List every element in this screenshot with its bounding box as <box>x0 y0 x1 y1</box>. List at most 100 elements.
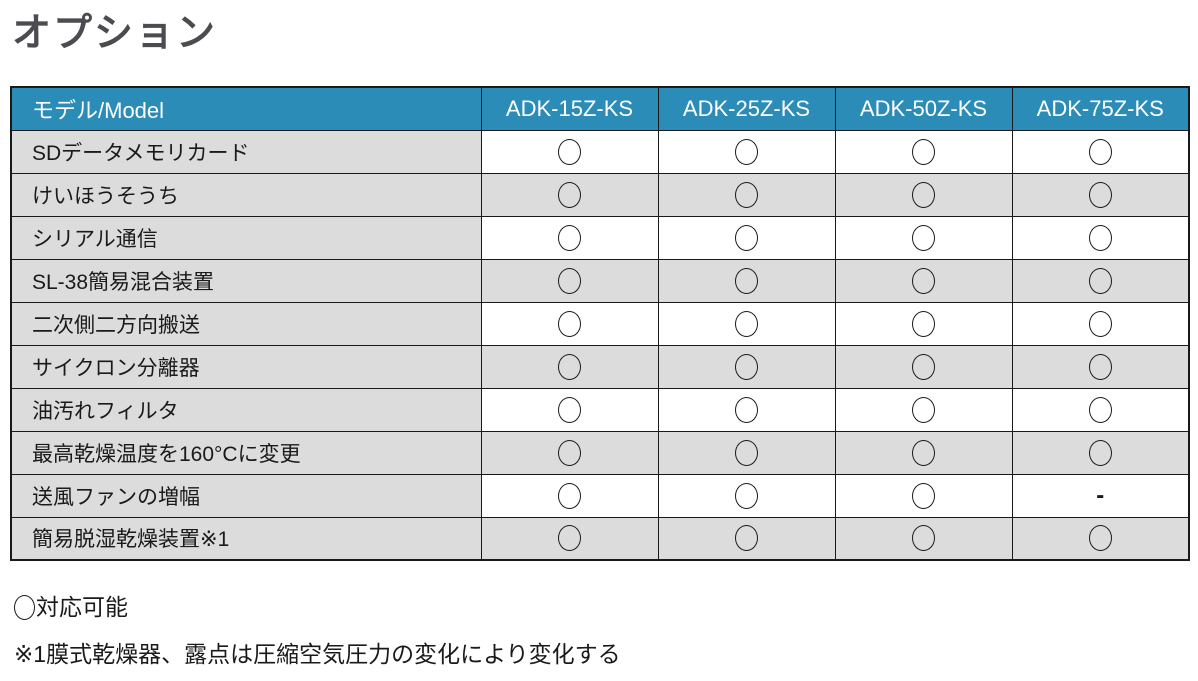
available-circle-icon <box>735 138 758 165</box>
option-label-cell: 油汚れフィルタ <box>10 387 482 432</box>
available-circle-icon <box>1088 439 1112 466</box>
available-circle-icon <box>1088 525 1112 552</box>
available-circle-icon <box>558 439 581 466</box>
availability-cell <box>480 344 659 389</box>
table-row: 最高乾燥温度を160°Cに変更 <box>10 430 1190 475</box>
note-line: 対応可能 <box>14 592 621 622</box>
available-circle-icon <box>735 267 758 294</box>
availability-cell <box>480 516 659 561</box>
availability-cell <box>657 258 836 303</box>
not-available-cell: - <box>1011 473 1190 518</box>
table-row: けいほうそうち <box>10 172 1190 217</box>
options-table-body: SDデータメモリカード けいほうそうち シリアル通信 SL-38簡易混合装置 二次側二方… <box>10 129 1190 561</box>
model-column-header: ADK-50Z-KS <box>834 86 1013 131</box>
availability-cell <box>1011 430 1190 475</box>
option-label-cell: サイクロン分離器 <box>10 344 482 389</box>
options-table: モデル/Model ADK-15Z-KS ADK-25Z-KS ADK-50Z-KS… <box>10 86 1190 561</box>
note-symbol: ※1 <box>14 641 47 667</box>
availability-cell <box>657 344 836 389</box>
availability-cell <box>1011 258 1190 303</box>
availability-cell <box>1011 215 1190 260</box>
available-circle-icon <box>1088 224 1112 251</box>
available-circle-icon <box>1088 310 1112 337</box>
table-row: 二次側二方向搬送 <box>10 301 1190 346</box>
options-table-head: モデル/Model ADK-15Z-KS ADK-25Z-KS ADK-50Z-KS… <box>10 86 1190 131</box>
available-circle-icon <box>912 310 935 337</box>
circle-symbol-icon <box>14 595 35 620</box>
note-text: 膜式乾燥器、露点は圧縮空気圧力の変化により変化する <box>46 641 621 667</box>
availability-cell <box>480 258 659 303</box>
availability-cell <box>657 473 836 518</box>
availability-cell <box>657 172 836 217</box>
option-label-cell: 最高乾燥温度を160°Cに変更 <box>10 430 482 475</box>
availability-cell <box>657 430 836 475</box>
page-title: オプション <box>12 12 218 55</box>
availability-cell <box>834 172 1013 217</box>
notes: 対応可能 ※1膜式乾燥器、露点は圧縮空気圧力の変化により変化する <box>14 592 621 681</box>
availability-cell <box>834 344 1013 389</box>
availability-cell <box>834 215 1013 260</box>
availability-cell <box>1011 516 1190 561</box>
available-circle-icon <box>558 267 581 294</box>
available-circle-icon <box>912 439 935 466</box>
available-circle-icon <box>558 224 581 251</box>
availability-cell <box>480 387 659 432</box>
available-circle-icon <box>912 396 935 423</box>
availability-cell <box>480 172 659 217</box>
available-circle-icon <box>1088 267 1112 294</box>
availability-cell <box>834 129 1013 174</box>
availability-cell <box>834 258 1013 303</box>
availability-cell <box>480 473 659 518</box>
table-row: SL-38簡易混合装置 <box>10 258 1190 303</box>
option-label-cell: けいほうそうち <box>10 172 482 217</box>
availability-cell <box>834 516 1013 561</box>
available-circle-icon <box>1088 181 1112 208</box>
available-circle-icon <box>558 396 581 423</box>
model-column-header: ADK-25Z-KS <box>657 86 836 131</box>
availability-cell <box>834 387 1013 432</box>
available-circle-icon <box>912 224 935 251</box>
option-label-cell: 送風ファンの増幅 <box>10 473 482 518</box>
available-circle-icon <box>735 224 758 251</box>
availability-cell <box>657 301 836 346</box>
model-column-header: ADK-75Z-KS <box>1011 86 1190 131</box>
available-circle-icon <box>912 267 935 294</box>
availability-cell <box>480 215 659 260</box>
available-circle-icon <box>558 525 581 552</box>
available-circle-icon <box>735 353 758 380</box>
availability-cell <box>480 129 659 174</box>
table-row: SDデータメモリカード <box>10 129 1190 174</box>
availability-cell <box>657 215 836 260</box>
availability-cell <box>480 301 659 346</box>
available-circle-icon <box>912 482 935 509</box>
table-header-row: モデル/Model ADK-15Z-KS ADK-25Z-KS ADK-50Z-KS… <box>10 86 1190 131</box>
available-circle-icon <box>735 396 758 423</box>
available-circle-icon <box>912 353 935 380</box>
available-circle-icon <box>912 181 935 208</box>
availability-cell <box>1011 172 1190 217</box>
availability-cell <box>1011 301 1190 346</box>
note-line: ※1膜式乾燥器、露点は圧縮空気圧力の変化により変化する <box>14 639 621 669</box>
available-circle-icon <box>558 181 581 208</box>
note-text: 対応可能 <box>36 594 128 620</box>
available-circle-icon <box>735 310 758 337</box>
available-circle-icon <box>735 181 758 208</box>
availability-cell <box>834 430 1013 475</box>
option-label-cell: 簡易脱湿乾燥装置※1 <box>10 516 482 561</box>
available-circle-icon <box>735 439 758 466</box>
availability-cell <box>1011 129 1190 174</box>
availability-cell <box>834 301 1013 346</box>
table-row: シリアル通信 <box>10 215 1190 260</box>
availability-cell <box>657 387 836 432</box>
model-header-cell: モデル/Model <box>10 86 482 131</box>
table-row: 送風ファンの増幅 - <box>10 473 1190 518</box>
available-circle-icon <box>912 525 935 552</box>
available-circle-icon <box>1088 353 1112 380</box>
available-circle-icon <box>558 353 581 380</box>
available-circle-icon <box>912 138 935 165</box>
availability-cell <box>1011 344 1190 389</box>
table-row: 油汚れフィルタ <box>10 387 1190 432</box>
availability-cell <box>657 129 836 174</box>
available-circle-icon <box>558 482 581 509</box>
